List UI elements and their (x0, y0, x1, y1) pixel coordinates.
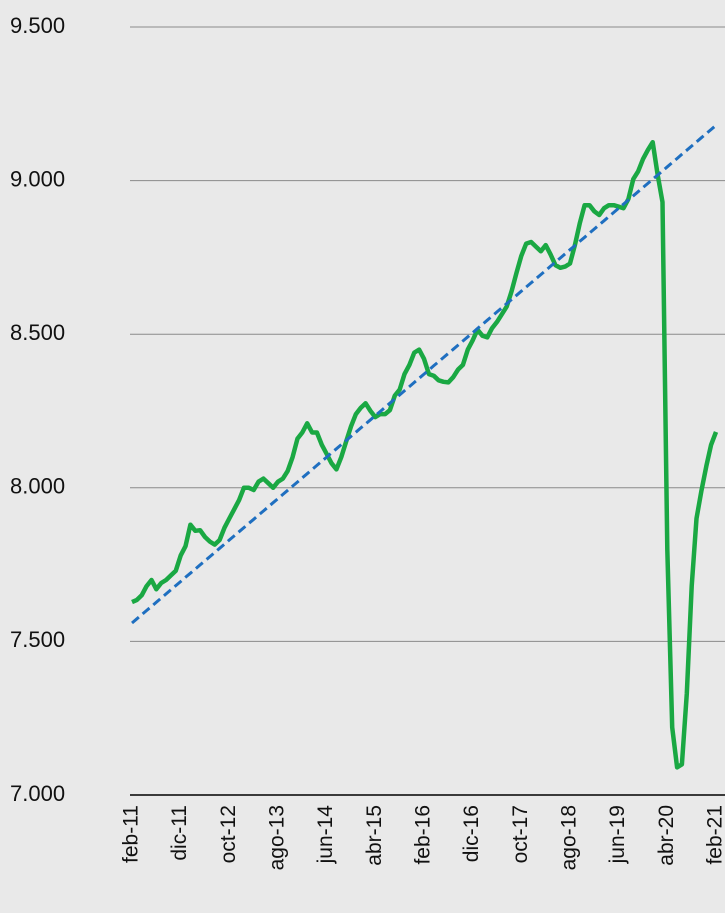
y-tick-label: 8.000 (10, 474, 65, 499)
x-tick-label: ago-18 (558, 805, 581, 870)
x-tick-label: ago-13 (266, 805, 289, 870)
x-tick-label: jun-14 (314, 805, 337, 865)
x-tick-label: jun-19 (606, 805, 629, 864)
y-tick-label: 9.500 (10, 13, 65, 38)
y-tick-label: 7.500 (10, 627, 65, 652)
chart: 7.000 7.500 8.000 8.500 9.000 9.500 feb-11 dic-… (0, 0, 725, 913)
x-tick-label: oct-17 (509, 805, 532, 863)
x-tick-label: oct-12 (217, 805, 240, 863)
data-line (132, 142, 716, 767)
trend-line (132, 125, 716, 623)
y-tick-label: 8.500 (10, 320, 65, 345)
x-tick-label: feb-21 (704, 805, 725, 865)
x-tick-label: abr-15 (363, 805, 386, 866)
y-tick-label: 9.000 (10, 166, 65, 191)
x-tick-label: dic-16 (460, 805, 483, 862)
x-tick-label: feb-11 (120, 805, 143, 863)
x-tick-label: dic-11 (168, 805, 191, 861)
x-tick-label: abr-20 (655, 805, 678, 866)
x-tick-label: feb-16 (412, 805, 435, 865)
y-tick-label: 7.000 (10, 781, 65, 806)
